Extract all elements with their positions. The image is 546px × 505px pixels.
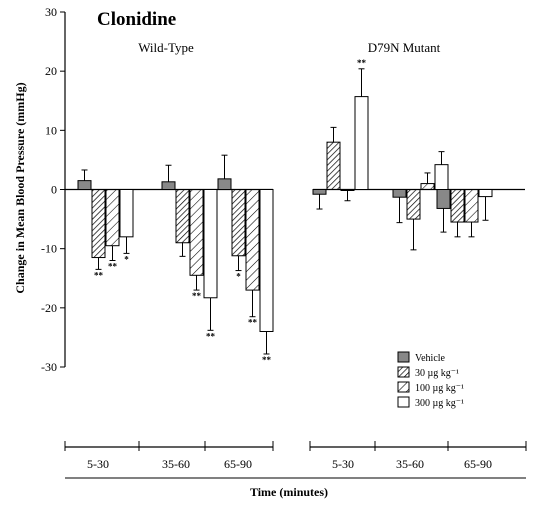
bar-d79n-mutant-5-30-30-g-kg xyxy=(326,141,341,191)
bar-wild-type-65-90-100-g-kg xyxy=(245,189,260,291)
bar-d79n-mutant-65-90-300-g-kg xyxy=(478,189,493,198)
y-tick-label: 20 xyxy=(45,64,57,78)
significance-label: ** xyxy=(357,58,367,68)
bar-wild-type-35-60-100-g-kg xyxy=(189,189,204,276)
significance-label: ** xyxy=(192,291,202,301)
legend-swatch-vehicle xyxy=(397,351,410,363)
bar-d79n-mutant-35-60-vehicle xyxy=(392,189,407,198)
y-tick-label: 10 xyxy=(45,123,57,137)
bar-wild-type-35-60-300-g-kg xyxy=(203,189,218,299)
significance-label: * xyxy=(124,254,129,264)
significance-label: ** xyxy=(206,331,216,341)
bar-d79n-mutant-5-30-vehicle xyxy=(312,189,327,195)
chart-title: Clonidine xyxy=(97,9,176,30)
legend: Vehicle 30 µg kg⁻¹ 100 µg kg⁻¹ 300 µg kg⁻¹ xyxy=(397,351,464,409)
y-tick-label: -30 xyxy=(41,360,57,374)
bar-wild-type-65-90-300-g-kg xyxy=(259,189,274,332)
y-tick-label: -10 xyxy=(41,242,57,256)
significance-label: ** xyxy=(108,262,118,272)
bar-d79n-mutant-65-90-30-g-kg xyxy=(450,189,465,223)
legend-swatch-100-g-kg xyxy=(397,381,410,393)
bar-wild-type-65-90-30-g-kg xyxy=(231,189,246,257)
x-category-label: 35-60 xyxy=(396,457,424,471)
legend-swatch-30-g-kg xyxy=(397,366,410,378)
x-category-label: 5-30 xyxy=(87,457,109,471)
y-tick-label: 0 xyxy=(51,183,57,197)
significance-label: ** xyxy=(94,270,104,280)
bar-wild-type-5-30-300-g-kg xyxy=(119,189,134,238)
significance-label: * xyxy=(236,272,241,282)
bar-wild-type-65-90-vehicle xyxy=(217,178,232,191)
legend-label-30-g-kg: 30 µg kg⁻¹ xyxy=(415,368,459,379)
legend-label-vehicle: Vehicle xyxy=(415,353,446,364)
y-axis-label: Change in Mean Blood Pressure (mmHg) xyxy=(13,82,27,293)
bar-wild-type-35-60-vehicle xyxy=(161,181,176,191)
y-tick-label: -20 xyxy=(41,301,57,315)
bar-wild-type-35-60-30-g-kg xyxy=(175,189,190,244)
x-category-label: 35-60 xyxy=(162,457,190,471)
bar-d79n-mutant-35-60-30-g-kg xyxy=(406,189,421,220)
legend-label-100-g-kg: 100 µg kg⁻¹ xyxy=(415,383,464,394)
y-axis: 30 20 10 0 -10 -20 -30 xyxy=(41,5,66,374)
significance-label: ** xyxy=(248,318,258,328)
bar-d79n-mutant-5-30-300-g-kg xyxy=(354,96,369,190)
panel-d79n-mutant: D79N Mutant** xyxy=(312,40,525,251)
x-axis-label: Time (minutes) xyxy=(250,485,328,499)
panel-wild-type: Wild-Type************** xyxy=(65,40,274,365)
bar-wild-type-5-30-100-g-kg xyxy=(105,189,120,247)
bar-wild-type-5-30-vehicle xyxy=(77,180,92,190)
legend-label-300-g-kg: 300 µg kg⁻¹ xyxy=(415,398,464,409)
x-axis: 5-30 35-60 65-90 5-30 35-60 65-90 xyxy=(64,441,527,479)
bar-d79n-mutant-35-60-100-g-kg xyxy=(420,183,435,190)
bar-d79n-mutant-35-60-300-g-kg xyxy=(434,164,449,190)
significance-label: ** xyxy=(262,355,272,365)
bar-d79n-mutant-65-90-vehicle xyxy=(436,189,451,209)
panel-title: Wild-Type xyxy=(138,40,194,55)
bar-d79n-mutant-65-90-100-g-kg xyxy=(464,189,479,223)
x-category-label: 65-90 xyxy=(464,457,492,471)
x-category-label: 65-90 xyxy=(224,457,252,471)
bar-wild-type-5-30-30-g-kg xyxy=(91,189,106,259)
legend-swatch-300-g-kg xyxy=(397,396,410,408)
y-tick-label: 30 xyxy=(45,5,57,19)
panel-title: D79N Mutant xyxy=(368,40,441,55)
x-category-label: 5-30 xyxy=(332,457,354,471)
